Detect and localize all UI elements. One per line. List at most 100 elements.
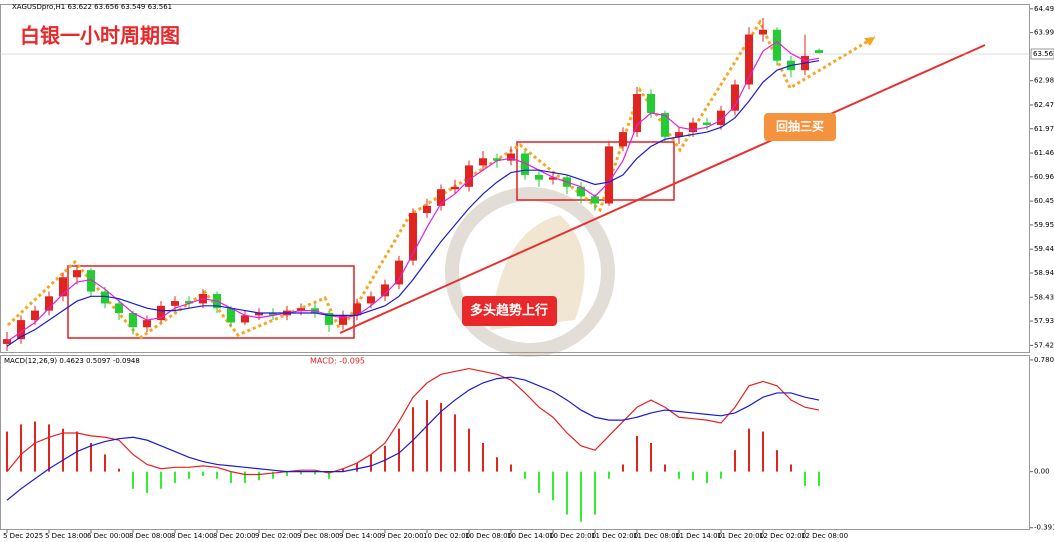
x-tick-label: 5 Dec 2025 [3,532,43,540]
candle-body [451,186,459,190]
histogram-bar [510,464,512,472]
trend-line [339,44,986,334]
histogram-bar [678,471,680,479]
macd-header: MACD(12,26,9) 0.4623 0.5097 -0.0948 [4,357,140,365]
histogram-bar [6,431,8,472]
candle-body [3,339,11,344]
candle-body [605,146,613,204]
histogram-bar [202,471,204,476]
candle-body [535,174,543,180]
histogram-bar [146,471,148,494]
histogram-bar [524,471,526,479]
candle-body [619,132,627,147]
histogram-bar [580,471,582,522]
candle-body [129,312,137,328]
candle-body [465,165,473,187]
candle-body [423,205,431,214]
y-tick-label: 63.990 [1034,29,1054,37]
candle-body [241,315,249,323]
candle-body [521,153,529,175]
price-label: 63.561 [1033,50,1054,58]
candle-body [661,113,669,137]
histogram-bar [20,424,22,472]
macd-panel-frame [0,355,1030,530]
histogram-bar [174,471,176,484]
y-tick-label: -0.3919 [1034,524,1054,532]
x-tick-label: 8 Dec 08:00 [129,532,172,540]
x-tick-label: 6 Dec 00:00 [87,532,130,540]
histogram-bar [286,471,288,476]
histogram-bar [720,471,722,479]
histogram-bar [566,471,568,515]
histogram-bar [440,402,442,472]
arrow-head [864,37,875,46]
candle-body [381,284,389,297]
histogram-bar [818,471,820,486]
x-tick-label: 8 Dec 20:00 [213,532,256,540]
y-tick-label: 62.470 [1034,101,1054,109]
histogram-bar [496,457,498,472]
y-tick-label: 0.7807 [1034,356,1054,364]
histogram-bar [230,471,232,484]
x-tick-label: 10 Dec 20:00 [549,532,596,540]
x-tick-label: 12 Dec 02:00 [759,532,806,540]
macd-label: MACD: -0.095 [310,357,365,366]
x-tick-label: 11 Dec 08:00 [633,532,680,540]
candle-body [703,122,711,125]
indicator-line [6,40,820,343]
y-tick-label: 59.950 [1034,221,1054,229]
histogram-bar [650,443,652,472]
wave-path [343,18,876,326]
x-tick-label: 9 Dec 08:00 [297,532,340,540]
chart-title: 白银一小时周期图 [20,24,180,48]
histogram-bar [790,464,792,472]
y-tick-label: 61.970 [1034,125,1054,133]
histogram-bar [328,471,330,479]
y-tick-label: 64.490 [1034,5,1054,13]
histogram-bar [622,464,624,472]
histogram-bar [188,471,190,479]
candle-body [269,312,277,316]
y-tick-label: 58.430 [1034,293,1054,301]
histogram-bar [594,471,596,515]
candle-body [689,122,697,133]
candle-body [675,132,683,137]
candle-body [297,308,305,311]
y-tick-label: 60.960 [1034,173,1054,181]
y-tick-label: 0.00 [1034,468,1050,476]
candle-body [493,158,501,161]
x-tick-label: 11 Dec 02:00 [591,532,638,540]
histogram-bar [748,428,750,472]
candle-body [647,94,655,114]
price-panel-frame [0,4,1030,353]
histogram-bar [482,443,484,472]
candle-body [353,303,361,316]
candle-body [325,312,333,325]
annotation: 回抽三买 [776,119,824,134]
candle-body [45,296,53,311]
histogram-bar [314,471,316,475]
candle-body [101,291,109,304]
candle-body [115,303,123,313]
candle-body [143,320,151,328]
candle-body [87,270,95,292]
histogram-bar [804,471,806,486]
histogram-bar [104,454,106,472]
x-tick-label: 10 Dec 08:00 [465,532,512,540]
candle-body [731,84,739,111]
wave-path [6,259,342,341]
y-tick-label: 57.930 [1034,317,1054,325]
candle-body [591,196,599,204]
candle-body [157,305,165,321]
histogram-bar [272,471,274,479]
candle-body [549,177,557,180]
histogram-bar [216,471,218,479]
y-tick-label: 62.980 [1034,77,1054,85]
candle-body [717,110,725,125]
histogram-bar [160,471,162,489]
range-box [67,265,355,339]
y-tick-label: 59.440 [1034,245,1054,253]
candle-body [745,34,753,85]
callout [462,296,557,326]
